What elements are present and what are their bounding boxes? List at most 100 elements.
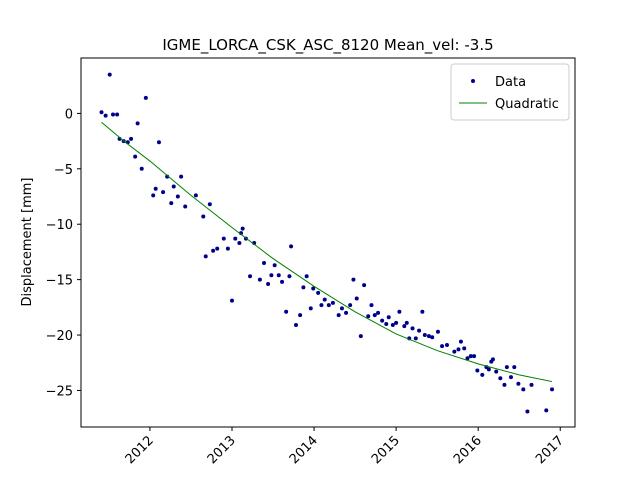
data-point — [358, 334, 363, 339]
x-tick-label: 2014 — [287, 433, 321, 467]
data-point — [404, 320, 409, 325]
data-point — [287, 274, 292, 279]
y-tick-label: 0 — [65, 107, 73, 122]
data-point — [354, 296, 359, 301]
data-point — [193, 193, 198, 198]
data-point — [156, 140, 161, 145]
data-point — [207, 202, 212, 207]
data-point — [544, 408, 549, 413]
data-point — [472, 354, 477, 359]
data-point — [372, 313, 377, 318]
data-point — [266, 282, 271, 287]
legend-box — [450, 63, 570, 121]
data-point — [465, 356, 470, 361]
data-point — [458, 339, 463, 344]
data-point — [179, 174, 184, 179]
data-point — [420, 309, 425, 314]
data-point — [462, 346, 467, 351]
data-point — [417, 328, 422, 333]
x-tick-label: 2017 — [533, 433, 567, 467]
legend-label: Data — [495, 75, 526, 90]
data-point — [468, 354, 473, 359]
data-point — [276, 273, 281, 278]
data-point — [311, 286, 316, 291]
data-point — [165, 174, 170, 179]
data-point — [435, 329, 440, 334]
data-point — [151, 193, 156, 198]
data-point — [99, 110, 104, 115]
fit-line — [101, 121, 553, 383]
y-axis-label: Displacement [mm] — [20, 178, 35, 307]
data-point — [211, 248, 216, 253]
data-point — [384, 321, 389, 326]
data-point — [413, 336, 418, 341]
legend-marker — [471, 79, 475, 83]
data-point — [240, 226, 245, 231]
data-point — [203, 254, 208, 259]
data-point — [135, 121, 140, 126]
data-point — [486, 367, 491, 372]
data-point — [430, 335, 435, 340]
data-point — [480, 372, 485, 377]
plot-frame — [80, 57, 576, 428]
data-point — [133, 154, 138, 159]
data-point — [322, 297, 327, 302]
data-point — [456, 347, 461, 352]
x-tick-label: 2015 — [369, 433, 403, 467]
data-point — [369, 303, 374, 308]
data-point — [201, 214, 206, 219]
data-point — [143, 95, 148, 100]
data-point — [336, 313, 341, 318]
data-point — [316, 290, 321, 295]
data-point — [161, 190, 166, 195]
data-point — [261, 261, 266, 265]
data-point — [115, 112, 120, 117]
data-point — [550, 387, 555, 392]
data-point — [394, 320, 399, 325]
data-point — [129, 136, 134, 141]
data-point — [171, 184, 176, 189]
data-point — [103, 113, 108, 118]
data-point — [301, 285, 306, 290]
data-point — [344, 310, 349, 315]
data-point — [107, 72, 112, 77]
data-point — [516, 381, 521, 386]
data-point — [504, 365, 509, 370]
data-point — [233, 236, 238, 241]
data-point — [183, 204, 188, 209]
data-point — [229, 298, 234, 303]
data-point — [512, 365, 517, 370]
chart-title: IGME_LORCA_CSK_ASC_8120 Mean_vel: -3.5 — [162, 36, 493, 55]
x-tick-label: 2016 — [451, 433, 485, 467]
data-point — [308, 306, 313, 311]
y-tick-label: −25 — [46, 384, 73, 399]
data-point — [269, 273, 274, 278]
y-tick-label: −20 — [46, 329, 73, 344]
data-point — [498, 376, 503, 381]
data-point — [397, 309, 402, 314]
data-point — [376, 310, 381, 315]
data-point — [494, 369, 499, 374]
data-point — [529, 382, 534, 387]
data-point — [440, 344, 445, 349]
y-tick-label: −10 — [46, 218, 73, 233]
data-point — [390, 323, 395, 328]
data-point — [257, 277, 262, 282]
data-point — [410, 326, 415, 331]
y-tick-label: −5 — [54, 163, 73, 178]
data-point — [237, 241, 242, 246]
data-point — [319, 303, 324, 308]
legend-label: Quadratic — [495, 97, 559, 112]
data-point — [175, 194, 180, 199]
x-tick-label: 2012 — [123, 433, 157, 467]
data-point — [304, 274, 309, 279]
data-point — [386, 315, 391, 320]
x-tick-label: 2013 — [205, 433, 239, 467]
data-point — [221, 236, 226, 241]
data-point — [225, 246, 230, 251]
data-point — [380, 318, 385, 323]
y-tick-label: −15 — [46, 274, 73, 289]
data-point — [153, 186, 158, 191]
legend: Data Quadratic — [450, 63, 570, 121]
